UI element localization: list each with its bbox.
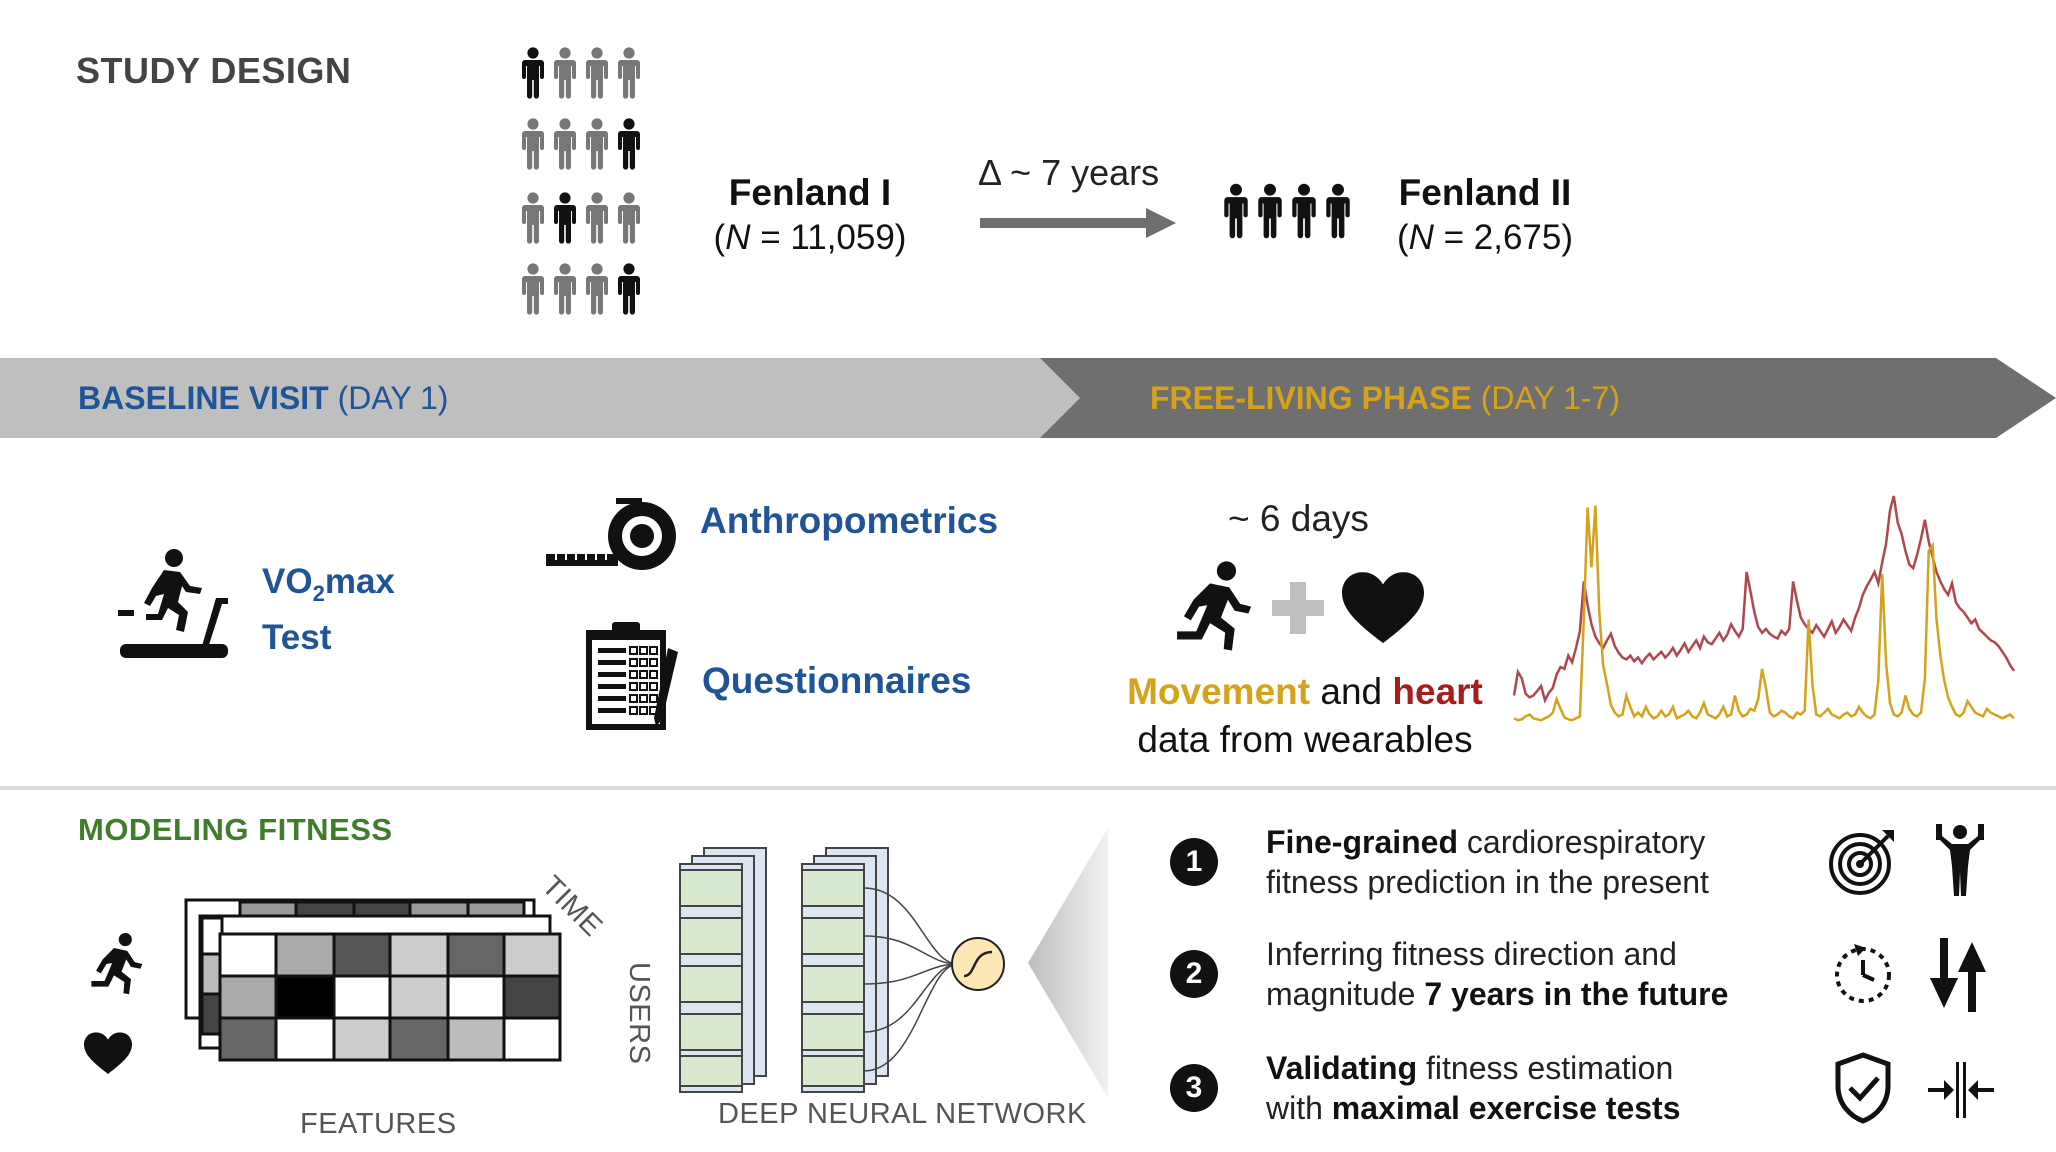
cohort-fenland-1: Fenland I (N = 11,059): [680, 172, 940, 258]
person-icon: [554, 263, 576, 315]
wearable-signal-chart: [1512, 495, 2016, 722]
movement-series: [1513, 505, 2015, 722]
modeling-fitness-title: MODELING FITNESS: [78, 812, 393, 847]
person-icon: [586, 47, 608, 99]
phase-band: [0, 358, 2056, 438]
cohort-n: (N = 2,675): [1396, 218, 1574, 257]
heart-icon: [84, 1032, 132, 1076]
users-axis-label: USERS: [623, 962, 655, 1065]
number-badge: 3: [1170, 1064, 1218, 1112]
cohort-fenland-2: Fenland II (N = 2,675): [1355, 172, 1615, 258]
person-icon: [618, 192, 640, 244]
person-icon: [618, 263, 640, 315]
person-icon: [554, 47, 576, 99]
anthropometrics-label: Anthropometrics: [700, 500, 999, 541]
strongman-icon: [1936, 824, 1984, 896]
person-icon: [1258, 183, 1282, 239]
person-icon: [586, 118, 608, 170]
baseline-visit-label: BASELINE VISIT (DAY 1): [78, 380, 449, 416]
up-down-arrows-icon: [1930, 938, 1986, 1012]
compress-icon: [1928, 1062, 1994, 1118]
zoom-wedge: [1028, 828, 1108, 1098]
cohort-name: Fenland I: [728, 172, 892, 213]
movement-word: Movement: [1127, 671, 1311, 712]
treadmill-icon: [118, 549, 228, 658]
duration-label: ~ 6 days: [1228, 498, 1369, 539]
heart-word: heart: [1392, 671, 1483, 712]
right-arrow-icon: [980, 208, 1176, 238]
person-icon: [618, 118, 640, 170]
clipboard-icon: [586, 622, 678, 730]
outcome-text: Fine-grained cardiorespiratory fitness p…: [1266, 824, 1709, 900]
outcome-item-2: 2 Inferring fitness direction and magnit…: [1170, 934, 1786, 1014]
cohort-n: (N = 11,059): [713, 218, 907, 257]
section-divider: [0, 786, 2056, 790]
person-icon: [618, 47, 640, 99]
clock-icon: [1835, 944, 1891, 1003]
person-icon: [522, 263, 544, 315]
outcome-text: Validating fitness estimation with maxim…: [1266, 1050, 1681, 1126]
runner-icon: [1164, 560, 1256, 656]
target-icon: [1829, 830, 1894, 895]
outcome-text: Inferring fitness direction and magnitud…: [1266, 936, 1729, 1012]
feature-tensor: [184, 898, 562, 1062]
neural-network-diagram: [679, 847, 1005, 1093]
delta-years-label: Δ ~ 7 years: [978, 152, 1160, 193]
cohort-name: Fenland II: [1398, 172, 1572, 213]
person-icon: [1224, 183, 1248, 239]
outcome-item-1: 1 Fine-grained cardiorespiratory fitness…: [1170, 822, 1786, 902]
person-icon: [522, 47, 544, 99]
person-icon: [522, 118, 544, 170]
vo2max-test-label: VO2max Test: [262, 562, 395, 657]
plus-icon: [1272, 582, 1324, 634]
sigmoid-icon: [951, 937, 1005, 991]
person-icon: [522, 192, 544, 244]
person-icon: [586, 263, 608, 315]
study-design-title: STUDY DESIGN: [76, 50, 352, 91]
number-badge: 1: [1170, 838, 1218, 886]
person-icon: [554, 192, 576, 244]
cohort-population-grid: [522, 47, 640, 315]
free-living-phase-label: FREE-LIVING PHASE (DAY 1-7): [1150, 380, 1620, 416]
heart-icon: [1342, 572, 1424, 646]
person-icon: [554, 118, 576, 170]
number-badge: 2: [1170, 950, 1218, 998]
wearables-caption: Movement and heart data from wearables: [1127, 671, 1483, 760]
tape-measure-icon: [546, 498, 676, 570]
person-icon: [586, 192, 608, 244]
cohort-2-group: [1224, 183, 1350, 239]
questionnaires-label: Questionnaires: [702, 660, 972, 701]
dnn-label: DEEP NEURAL NETWORK: [718, 1098, 1087, 1130]
person-icon: [1326, 183, 1350, 239]
person-icon: [1292, 183, 1316, 239]
outcome-item-3: 3 Validating fitness estimation with max…: [1170, 1048, 1786, 1128]
features-axis-label: FEATURES: [300, 1108, 457, 1140]
runner-icon: [84, 932, 144, 998]
shield-check-icon: [1835, 1052, 1891, 1124]
